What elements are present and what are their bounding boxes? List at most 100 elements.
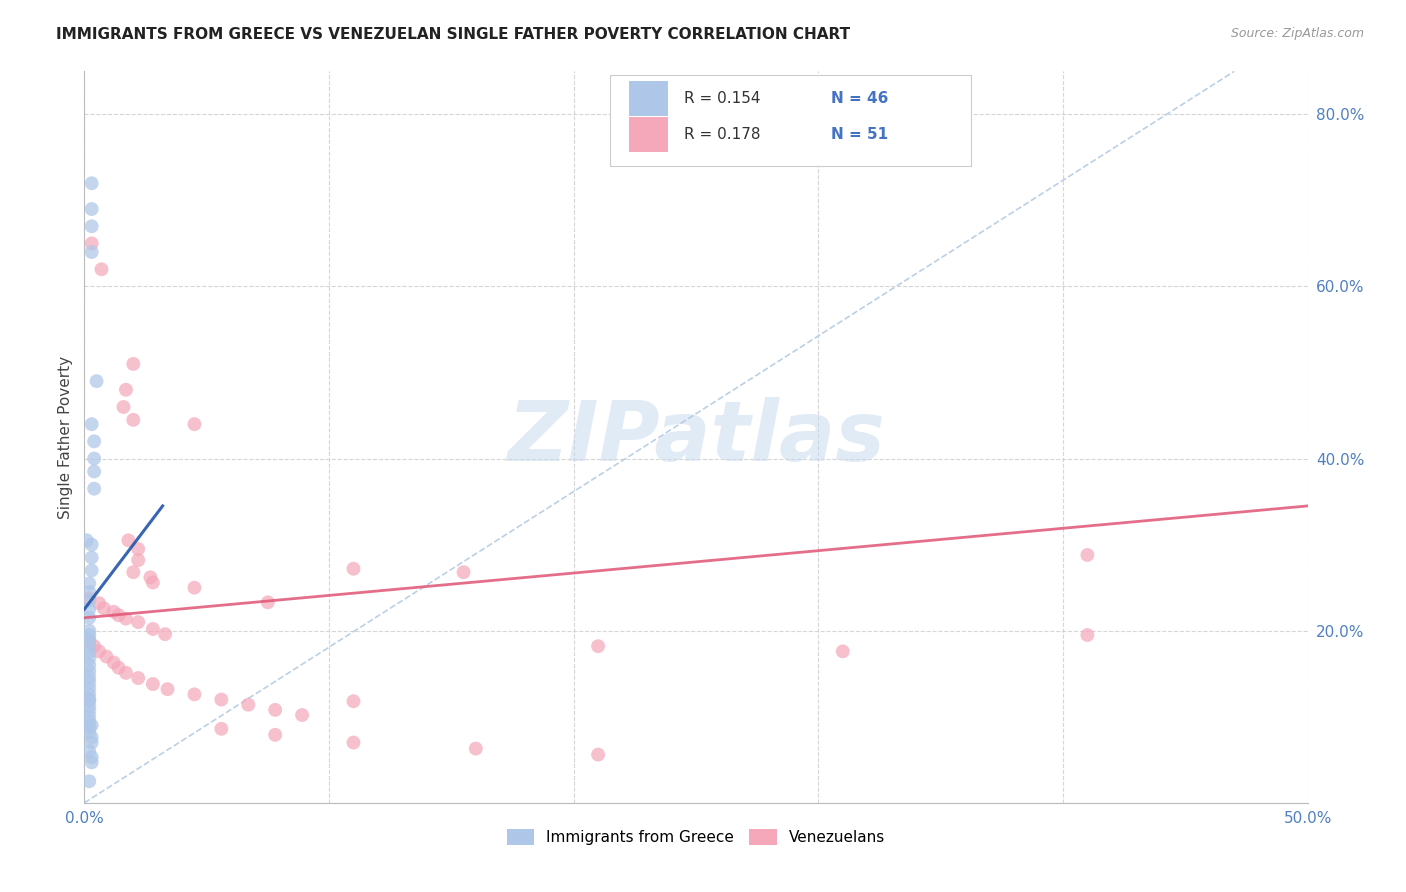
Point [77,681,100,696]
Point [77,664,100,678]
FancyBboxPatch shape [628,81,668,116]
Point [831,644,853,658]
Point [83,639,105,653]
Point [77,638,100,652]
Point [80,417,103,432]
Point [464,741,486,756]
Point [80,176,103,190]
Point [77,585,100,599]
Text: R = 0.154: R = 0.154 [683,91,761,106]
Point [1076,548,1098,562]
Y-axis label: Single Father Poverty: Single Father Poverty [58,356,73,518]
Text: R = 0.178: R = 0.178 [683,127,761,142]
Text: N = 51: N = 51 [831,127,887,142]
Point [107,608,129,623]
Point [80,245,103,260]
Point [257,595,280,609]
Point [142,622,165,636]
Point [77,591,100,605]
Point [77,714,100,729]
Point [77,611,100,625]
Legend: Immigrants from Greece, Venezuelans: Immigrants from Greece, Venezuelans [502,824,890,850]
Point [77,593,100,607]
Point [77,645,100,659]
Point [142,575,165,590]
Point [264,703,287,717]
Point [77,602,100,616]
Point [183,687,205,701]
Point [83,451,105,466]
Point [122,565,145,579]
Point [238,698,260,712]
Point [342,735,364,749]
Point [80,750,103,764]
Text: N = 46: N = 46 [831,91,889,106]
Point [342,694,364,708]
Point [80,538,103,552]
Point [77,576,100,591]
Point [80,550,103,565]
Text: ZIPatlas: ZIPatlas [508,397,884,477]
Point [264,728,287,742]
Point [77,725,100,739]
Point [453,565,475,579]
Point [209,722,232,736]
Point [80,756,103,770]
Point [142,677,165,691]
Point [77,720,100,734]
Point [103,656,125,670]
FancyBboxPatch shape [610,75,972,167]
Point [77,704,100,718]
Point [77,670,100,684]
Point [77,634,100,648]
Point [83,465,105,479]
Point [77,692,100,706]
Point [139,570,162,584]
Point [96,649,118,664]
Point [86,374,108,388]
Point [103,605,125,619]
Point [87,644,110,658]
Point [586,747,609,762]
Point [107,661,129,675]
Point [90,262,112,277]
Point [115,612,138,626]
Point [77,632,100,647]
Point [77,744,100,758]
Point [342,562,364,576]
Point [115,383,138,397]
Point [77,710,100,724]
Point [183,581,205,595]
Point [80,718,103,732]
Point [1076,628,1098,642]
Point [77,651,100,665]
Point [112,400,135,414]
Point [80,735,103,749]
Point [80,731,103,745]
Text: Source: ZipAtlas.com: Source: ZipAtlas.com [1230,27,1364,40]
Text: IMMIGRANTS FROM GREECE VS VENEZUELAN SINGLE FATHER POVERTY CORRELATION CHART: IMMIGRANTS FROM GREECE VS VENEZUELAN SIN… [56,27,851,42]
Point [77,698,100,713]
Point [127,541,149,556]
Point [80,219,103,234]
Point [122,413,145,427]
Point [291,708,314,723]
Point [93,601,115,615]
Point [117,533,139,548]
Point [77,774,100,789]
Point [77,628,100,642]
Point [87,596,110,610]
Point [80,236,103,251]
FancyBboxPatch shape [628,117,668,152]
Point [183,417,205,432]
Point [209,692,232,706]
Point [83,434,105,449]
Point [80,202,103,216]
Point [77,658,100,673]
Point [115,665,138,680]
Point [122,357,145,371]
Point [127,553,149,567]
Point [76,533,98,548]
Point [83,482,105,496]
Point [156,682,179,697]
